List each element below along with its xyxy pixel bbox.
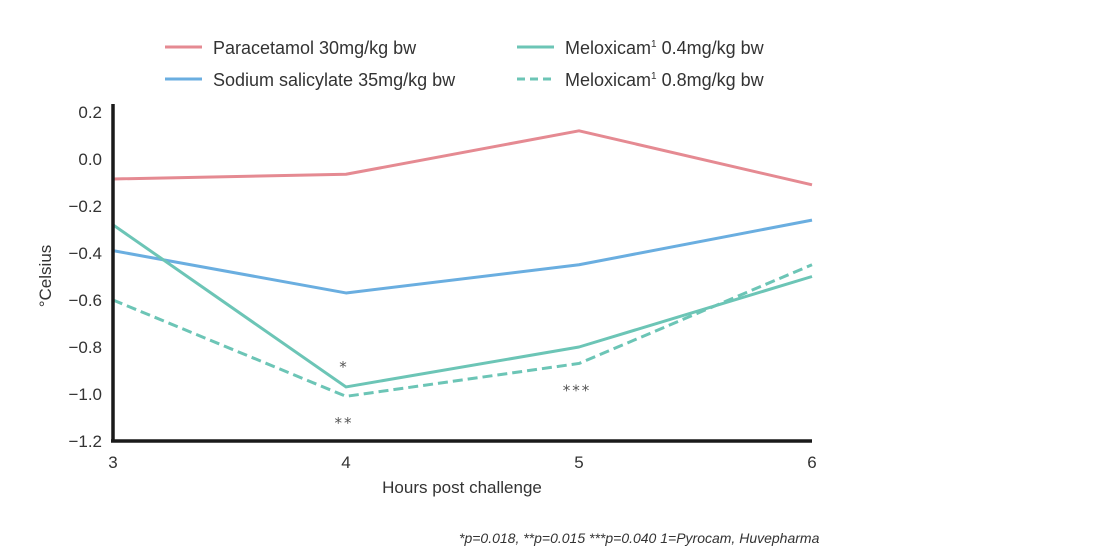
series-line-3	[112, 223, 813, 389]
x-tick-label: 6	[807, 453, 816, 472]
legend-label: Meloxicam1 0.8mg/kg bw	[565, 70, 765, 90]
legend: Paracetamol 30mg/kg bw Sodium salicylate …	[165, 38, 765, 90]
x-tick-label: 5	[574, 453, 583, 472]
series-line-2	[112, 218, 813, 295]
legend-item: Meloxicam1 0.4mg/kg bw	[517, 38, 765, 58]
y-tick-label: −1.2	[68, 432, 102, 451]
legend-item: Paracetamol 30mg/kg bw	[165, 38, 417, 58]
legend-item: Sodium salicylate 35mg/kg bw	[165, 70, 456, 90]
series-line-1	[112, 129, 813, 187]
x-tick-label: 4	[341, 453, 350, 472]
series-line-4	[112, 263, 813, 398]
significance-annotations: ******	[335, 358, 592, 432]
series-layer	[112, 129, 813, 398]
y-tick-label: −0.4	[68, 244, 102, 263]
y-tick-label: −0.6	[68, 291, 102, 310]
y-tick-label: −0.8	[68, 338, 102, 357]
footnote: *p=0.018, **p=0.015 ***p=0.040 1=Pyrocam…	[459, 530, 820, 546]
line-chart: Paracetamol 30mg/kg bw Sodium salicylate …	[36, 38, 817, 497]
y-tick-label: 0.0	[78, 150, 102, 169]
significance-marker: ***	[563, 381, 592, 399]
y-tick-label: −1.0	[68, 385, 102, 404]
y-axis-title: °Celsius	[36, 245, 55, 308]
y-tick-labels: 0.2 0.0 −0.2 −0.4 −0.6 −0.8 −1.0 −1.2	[68, 103, 102, 451]
significance-marker: *	[339, 358, 349, 376]
x-tick-label: 3	[108, 453, 117, 472]
x-axis-title: Hours post challenge	[382, 478, 542, 497]
legend-label: Sodium salicylate 35mg/kg bw	[213, 70, 456, 90]
legend-label: Meloxicam1 0.4mg/kg bw	[565, 38, 765, 58]
y-tick-label: 0.2	[78, 103, 102, 122]
legend-label: Paracetamol 30mg/kg bw	[213, 38, 417, 58]
y-tick-label: −0.2	[68, 197, 102, 216]
significance-marker: **	[335, 414, 354, 432]
legend-item: Meloxicam1 0.8mg/kg bw	[517, 70, 765, 90]
x-tick-labels: 3 4 5 6	[108, 453, 816, 472]
